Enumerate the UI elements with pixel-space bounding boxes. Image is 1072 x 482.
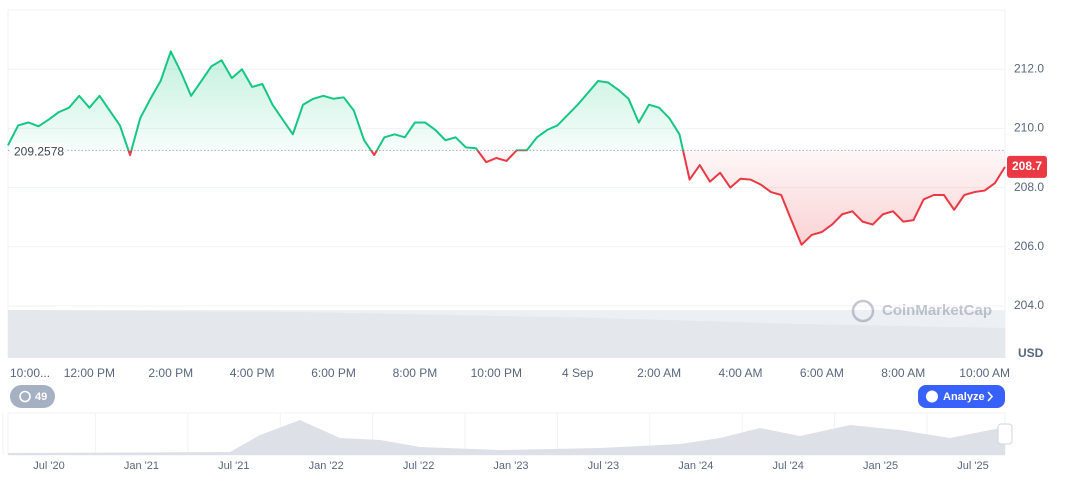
navigator-label: Jul '21	[218, 460, 249, 472]
price-line	[7, 50, 1006, 246]
x-tick-label: 8:00 AM	[881, 366, 925, 380]
watermark-text: CoinMarketCap	[882, 302, 992, 319]
badge[interactable]: 49	[10, 385, 55, 408]
x-tick-label: 6:00 PM	[311, 366, 356, 380]
button-text: Analyze	[943, 391, 985, 403]
y-tick-label: 212.0	[1014, 61, 1044, 75]
x-tick-label: 12:00 PM	[64, 366, 115, 380]
y-tick-label: 208.0	[1014, 180, 1044, 194]
last-price-tag	[1007, 155, 1047, 178]
y-tick-label: 206.0	[1014, 239, 1044, 253]
analyze-button[interactable]: Analyze	[918, 385, 1005, 408]
navigator-label: Jul '22	[403, 460, 434, 472]
price-area	[8, 51, 1005, 245]
x-tick-label: 4:00 AM	[718, 366, 762, 380]
navigator-label: Jan '23	[493, 460, 528, 472]
y-tick-label: 210.0	[1014, 121, 1044, 135]
navigator-label: Jan '24	[678, 460, 713, 472]
navigator-label: Jul '20	[33, 460, 64, 472]
navigator-label: Jul '23	[588, 460, 619, 472]
x-tick-label: 10:00 PM	[471, 366, 522, 380]
x-tick-label: 10:00 AM	[959, 366, 1010, 380]
last-price-label: 208.7	[1012, 159, 1042, 173]
y-tick-label: 204.0	[1014, 298, 1044, 312]
baseline-label: 209.2578	[14, 145, 64, 159]
navigator-area	[8, 420, 1005, 455]
watermark: CoinMarketCap	[851, 299, 992, 323]
navigator-label: Jan '22	[309, 460, 344, 472]
x-tick-label: 2:00 PM	[148, 366, 193, 380]
navigator-label: Jul '24	[772, 460, 803, 472]
navigator-label: Jan '21	[124, 460, 159, 472]
x-tick-label: 4 Sep	[562, 366, 594, 380]
badge-text: 49	[35, 391, 47, 403]
x-tick-label: 6:00 AM	[800, 366, 844, 380]
volume-shade	[8, 310, 1005, 358]
x-tick-label: 4:00 PM	[230, 366, 275, 380]
navigator-handle[interactable]	[997, 423, 1013, 445]
x-tick-label: 8:00 PM	[393, 366, 438, 380]
x-tick-label: 2:00 AM	[637, 366, 681, 380]
navigator-label: Jul '25	[957, 460, 988, 472]
x-tick-label: 10:00...	[10, 366, 50, 380]
y-unit: USD	[1018, 346, 1044, 360]
navigator-label: Jan '25	[863, 460, 898, 472]
baseline-label-bg	[10, 143, 66, 158]
